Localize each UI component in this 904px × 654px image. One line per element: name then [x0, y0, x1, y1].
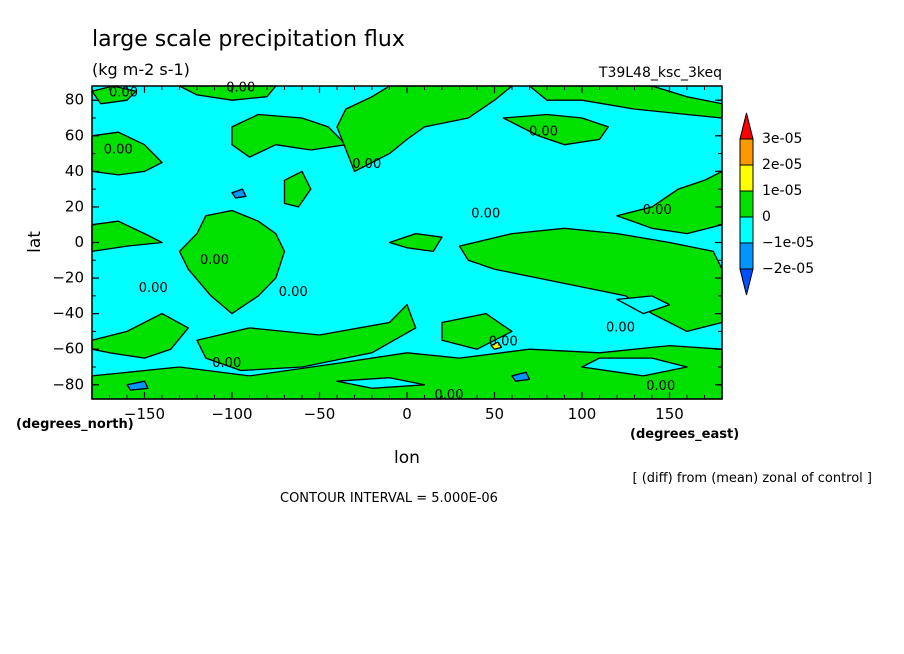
y-tick-label-3: −20 — [52, 269, 84, 287]
colorbar-bottom-arrow — [739, 268, 754, 296]
contour-label-3: 0.00 — [352, 157, 381, 172]
y-tick-label-1: −60 — [52, 340, 84, 358]
negative-region-1 — [336, 377, 426, 389]
contour-label-4: 0.00 — [529, 125, 558, 140]
y-tick-label-2: −40 — [52, 304, 84, 322]
contour-label-6: 0.00 — [643, 203, 672, 218]
strong-positive-region-0 — [490, 341, 503, 350]
positive-region-0 — [91, 131, 163, 176]
y-axis-units: (degrees_north) — [16, 417, 134, 432]
colorbar-swatch-4 — [739, 216, 754, 244]
x-tick-label-3: 0 — [402, 405, 412, 423]
positive-region-10 — [178, 209, 286, 315]
strong-positive-regions — [490, 341, 503, 350]
strong-negative-regions — [126, 188, 531, 391]
chart-subtitle: (kg m-2 s-1) — [92, 60, 190, 79]
positive-region-7 — [283, 170, 312, 208]
colorbar-swatch-3 — [739, 190, 754, 218]
positive-region-11 — [388, 232, 443, 253]
colorbar-label-4: −1e-05 — [762, 235, 814, 251]
colorbar: 3e-05 2e-05 1e-05 0 −1e-05 −2e-05 — [739, 112, 814, 296]
plot-area: 0.00 0.00 0.00 0.00 0.00 0.00 0.00 0.00 0.00 0.00… — [91, 80, 723, 403]
contour-label-10: 0.00 — [489, 335, 518, 350]
colorbar-swatch-1 — [739, 138, 754, 166]
y-tick-label-5: 20 — [65, 197, 84, 215]
contour-label-11: 0.00 — [606, 320, 635, 335]
run-label: T39L48_ksc_3keq — [598, 65, 722, 81]
colorbar-label-0: 3e-05 — [762, 131, 802, 147]
contour-label-2: 0.00 — [104, 143, 133, 158]
y-axis-ticks: −80 −60 −40 −20 0 20 40 60 80 — [52, 91, 722, 393]
negative-regions — [336, 295, 688, 389]
positive-region-4 — [336, 85, 513, 173]
x-tick-label-0: −150 — [124, 405, 165, 423]
positive-region-13 — [91, 312, 189, 359]
colorbar-label-2: 1e-05 — [762, 183, 802, 199]
y-axis-label: lat — [25, 231, 45, 253]
colorbar-swatch-5 — [739, 242, 754, 270]
contour-label-12: 0.00 — [212, 356, 241, 371]
x-tick-label-6: 150 — [655, 405, 684, 423]
positive-region-3 — [231, 113, 347, 158]
y-tick-label-6: 40 — [65, 162, 84, 180]
positive-region-6 — [502, 113, 609, 146]
x-tick-label-4: 50 — [485, 405, 504, 423]
strong-negative-region-0 — [126, 380, 149, 391]
positive-regions — [91, 85, 723, 400]
colorbar-swatch-2 — [739, 164, 754, 192]
strong-negative-region-2 — [231, 188, 247, 199]
y-tick-label-0: −80 — [52, 375, 84, 393]
x-axis-units: (degrees_east) — [630, 427, 739, 442]
negative-region-0 — [581, 357, 688, 377]
x-tick-label-5: 100 — [568, 405, 597, 423]
colorbar-label-5: −2e-05 — [762, 261, 814, 277]
positive-region-15 — [441, 312, 513, 350]
y-tick-label-8: 80 — [65, 91, 84, 109]
x-axis-label: lon — [394, 448, 420, 468]
strong-negative-region-1 — [511, 371, 531, 382]
contour-interval: CONTOUR INTERVAL = 5.000E-06 — [280, 491, 498, 506]
positive-region-14 — [196, 304, 417, 372]
colorbar-top-arrow — [739, 112, 754, 140]
diff-note: [ (diff) from (mean) zonal of control ] — [633, 471, 872, 486]
chart-title: large scale precipitation flux — [92, 27, 405, 52]
negative-region-2 — [616, 295, 671, 315]
x-axis-ticks: −150 −100 −50 0 50 100 150 — [91, 86, 723, 423]
contour-label-13: 0.00 — [646, 379, 675, 394]
y-tick-label-4: 0 — [74, 233, 84, 251]
contour-label-1: 0.00 — [226, 80, 255, 95]
contour-label-9: 0.00 — [279, 285, 308, 300]
contour-label-5: 0.00 — [471, 207, 500, 222]
x-tick-label-2: −50 — [304, 405, 336, 423]
contour-label-0: 0.00 — [109, 86, 138, 101]
contour-label-7: 0.00 — [200, 253, 229, 268]
contour-label-8: 0.00 — [139, 281, 168, 296]
colorbar-label-1: 2e-05 — [762, 157, 802, 173]
colorbar-label-3: 0 — [762, 209, 771, 225]
x-tick-label-1: −100 — [211, 405, 252, 423]
y-tick-label-7: 60 — [65, 126, 84, 144]
